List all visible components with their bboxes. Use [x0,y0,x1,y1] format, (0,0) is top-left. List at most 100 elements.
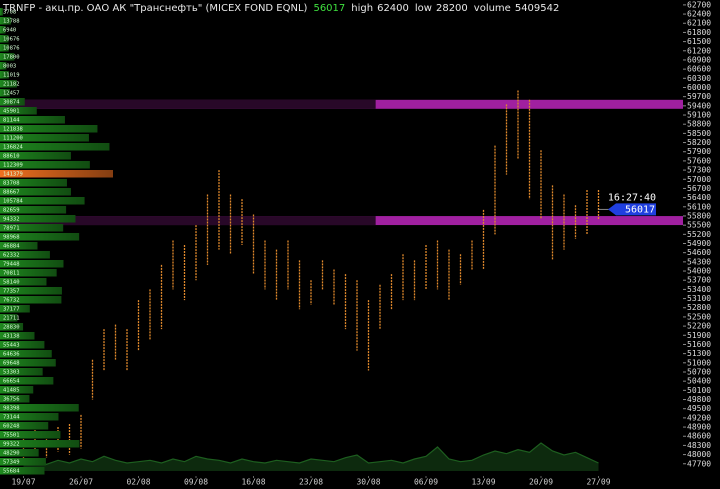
y-tick-label: 52200 [687,322,711,331]
x-tick-label: 13/09 [471,478,495,487]
y-tick-label: 60300 [687,74,711,83]
levels-layer [0,99,683,226]
profile-label: 88610 [3,153,20,159]
profile-label: 98968 [3,234,20,240]
x-tick-label: 09/08 [184,478,208,487]
y-tick-label: 60600 [687,65,711,74]
y-tick-label: 54900 [687,239,711,248]
stat-value: 28200 [436,3,468,14]
profile-label: 105784 [3,198,24,204]
y-tick-label: 58800 [687,120,711,129]
y-tick-label: 48900 [687,423,711,432]
profile-shade [0,368,43,376]
profile-label: 6940 [3,27,16,33]
x-tick-label: 06/09 [414,478,438,487]
axis-layer: 6270062400621006180061500612006090060600… [11,0,711,486]
y-tick-label: 51000 [687,358,711,367]
profile-shade [0,233,80,241]
y-tick-label: 48600 [687,432,711,441]
y-tick-label: 62700 [687,0,711,9]
profile-label: 45901 [3,108,20,114]
profile-label: 69648 [3,360,20,366]
profile-label: 55684 [3,468,20,474]
y-tick-label: 56100 [687,202,711,211]
profile-shade [0,323,24,331]
profile-label: 99322 [3,441,20,447]
profile-label: 70811 [3,270,20,276]
level-shade [0,216,376,226]
profile-shade [0,71,9,79]
y-tick-label: 56400 [687,193,711,202]
x-tick-label: 30/08 [356,478,380,487]
profile-shade [0,170,113,178]
profile-label: 77357 [3,288,20,294]
profile-label: 78971 [3,225,20,231]
profile-label: 37177 [3,306,20,312]
profile-label: 53303 [3,369,20,375]
y-tick-label: 58200 [687,138,711,147]
y-tick-label: 51600 [687,340,711,349]
y-tick-label: 51300 [687,349,711,358]
y-tick-label: 54600 [687,248,711,257]
profile-shade [0,395,30,403]
chart-title: TRNFP - акц.пр. ОАО АК "Транснефть" (MIC… [2,3,308,14]
profile-shade [0,296,62,304]
profile-shade [0,98,25,106]
profile-label: 81144 [3,117,20,123]
profile-label: 66654 [3,378,20,384]
profile-shade [0,35,9,43]
profile-shade [0,278,47,286]
profile-label: 98398 [3,405,20,411]
profile-label: 17800 [3,54,20,60]
profile-shade [0,197,85,205]
x-tick-label: 16/08 [241,478,265,487]
profile-shade [0,458,46,466]
profile-shade [0,179,67,187]
profile-layer: 3708 13788 6940 10676 10876 17800 8003 11019 211… [0,8,113,475]
profile-shade [0,62,7,70]
profile-label: 75501 [3,432,20,438]
y-tick-label: 51900 [687,331,711,340]
y-tick-label: 48000 [687,450,711,459]
y-tick-label: 53100 [687,294,711,303]
y-tick-label: 53700 [687,276,711,285]
profile-shade [0,143,110,151]
profile-shade [0,89,10,97]
profile-label: 48290 [3,450,20,456]
profile-shade [0,341,45,349]
stat-value: 62400 [377,3,409,14]
y-tick-label: 50400 [687,377,711,386]
y-tick-label: 56700 [687,184,711,193]
profile-shade [0,359,56,367]
chart-header: TRNFP - акц.пр. ОАО АК "Транснефть" (MIC… [2,3,559,14]
profile-label: 83708 [3,180,20,186]
stat-value: 5409542 [515,3,560,14]
profile-shade [0,350,52,358]
profile-shade [0,386,34,394]
y-tick-label: 57600 [687,156,711,165]
profile-shade [0,188,71,196]
y-tick-label: 53400 [687,285,711,294]
profile-shade [0,404,79,412]
y-tick-label: 61500 [687,37,711,46]
profile-shade [0,152,71,160]
level-shade [0,99,376,109]
profile-label: 28830 [3,324,20,330]
profile-shade [0,287,62,295]
profile-shade [0,269,57,277]
y-tick-label: 61800 [687,28,711,37]
profile-label: 58140 [3,279,20,285]
x-tick-label: 23/08 [299,478,323,487]
profile-shade [0,314,18,322]
profile-label: 12457 [3,90,20,96]
y-tick-label: 61200 [687,46,711,55]
y-tick-label: 48300 [687,441,711,450]
profile-shade [0,440,80,448]
y-tick-label: 50100 [687,386,711,395]
y-tick-label: 58500 [687,129,711,138]
x-tick-label: 02/08 [126,478,150,487]
profile-label: 112309 [3,162,23,168]
